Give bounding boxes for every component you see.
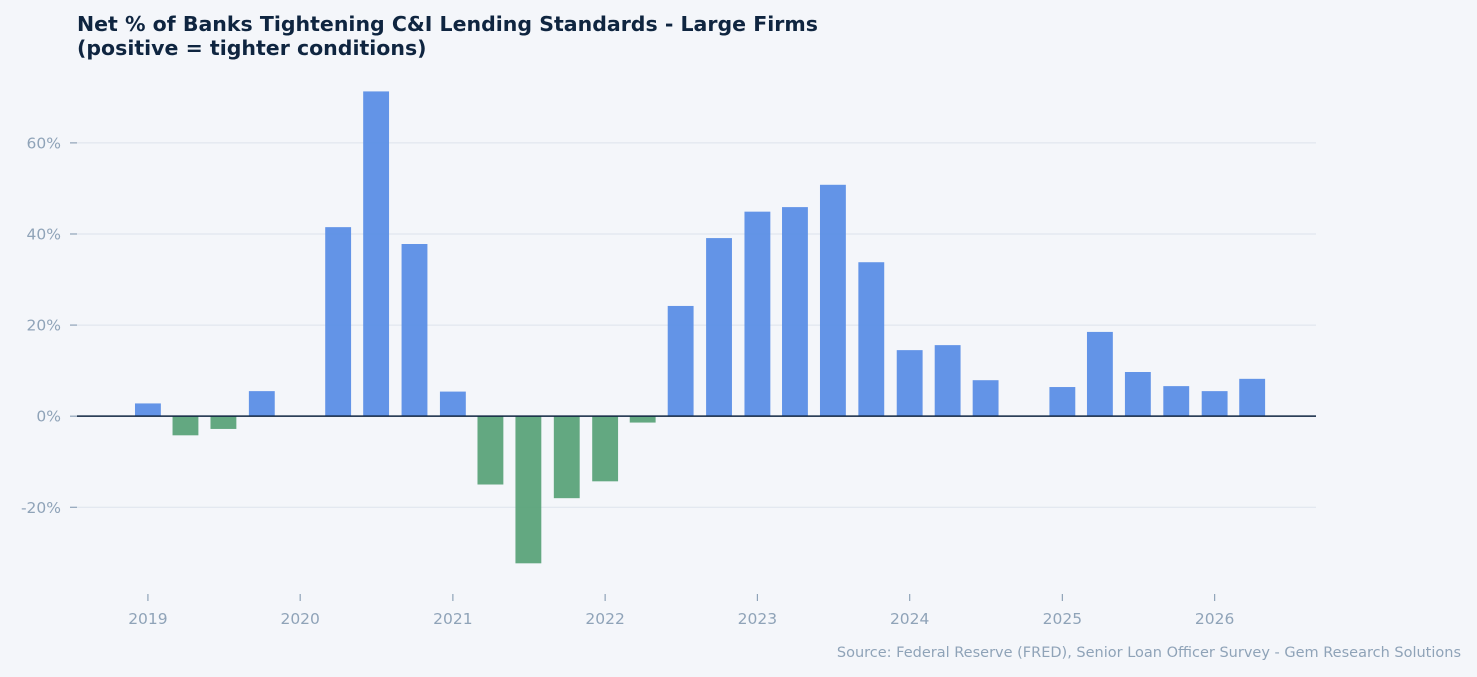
bar-positive (325, 227, 352, 417)
chart-subtitle: (positive = tighter conditions) (77, 35, 427, 60)
bar-negative (515, 416, 542, 564)
bar-positive (858, 262, 885, 417)
x-tick-label: 2020 (280, 610, 319, 628)
bar-positive (1049, 387, 1076, 417)
bar-positive (134, 403, 161, 417)
bar-positive (1201, 391, 1228, 417)
bar-positive (667, 305, 694, 417)
bar-negative (592, 416, 619, 482)
x-tick-label: 2022 (585, 610, 624, 628)
bar-positive (1239, 378, 1266, 417)
x-tick-label: 2019 (128, 610, 167, 628)
bar-positive (744, 211, 771, 417)
bar-positive (972, 380, 999, 417)
y-tick-label: 20% (27, 317, 61, 335)
chart-title-main: Net % of Banks Tightening C&I Lending St… (77, 12, 818, 36)
y-tick-label: 60% (27, 134, 61, 152)
bar-positive (401, 244, 428, 417)
bar-positive (934, 345, 961, 417)
y-tick-label: 0% (36, 408, 61, 426)
bar-negative (629, 416, 656, 423)
bar-positive (782, 207, 808, 417)
bar-negative (477, 416, 504, 485)
y-tick-label: -20% (21, 499, 61, 517)
bar-positive (248, 391, 275, 417)
bar-positive (706, 238, 732, 417)
x-tick-label: 2025 (1043, 610, 1082, 628)
chart-title: Net % of Banks Tightening C&I Lending St… (77, 12, 818, 60)
bar-positive (1163, 386, 1190, 417)
bar-positive (1086, 331, 1113, 417)
bar-negative (172, 416, 199, 436)
bars (134, 91, 1266, 564)
x-tick-label: 2021 (433, 610, 472, 628)
bar-positive (439, 391, 466, 417)
bar-positive (896, 350, 923, 417)
bar-negative (553, 416, 580, 499)
gridlines (77, 142, 1316, 508)
x-axis: 2019 2020 2021 2022 2023 2024 2025 2026 (128, 594, 1234, 628)
bar-positive (1124, 372, 1151, 417)
bar-positive (819, 184, 846, 417)
x-tick-label: 2023 (738, 610, 777, 628)
source-note: Source: Federal Reserve (FRED), Senior L… (836, 645, 1461, 661)
y-axis: -20% 0% 20% 40% 60% (21, 134, 77, 517)
bar-negative (210, 416, 237, 429)
x-tick-label: 2026 (1195, 610, 1234, 628)
y-tick-label: 40% (27, 225, 61, 243)
x-tick-label: 2024 (890, 610, 929, 628)
bar-positive (363, 91, 390, 417)
